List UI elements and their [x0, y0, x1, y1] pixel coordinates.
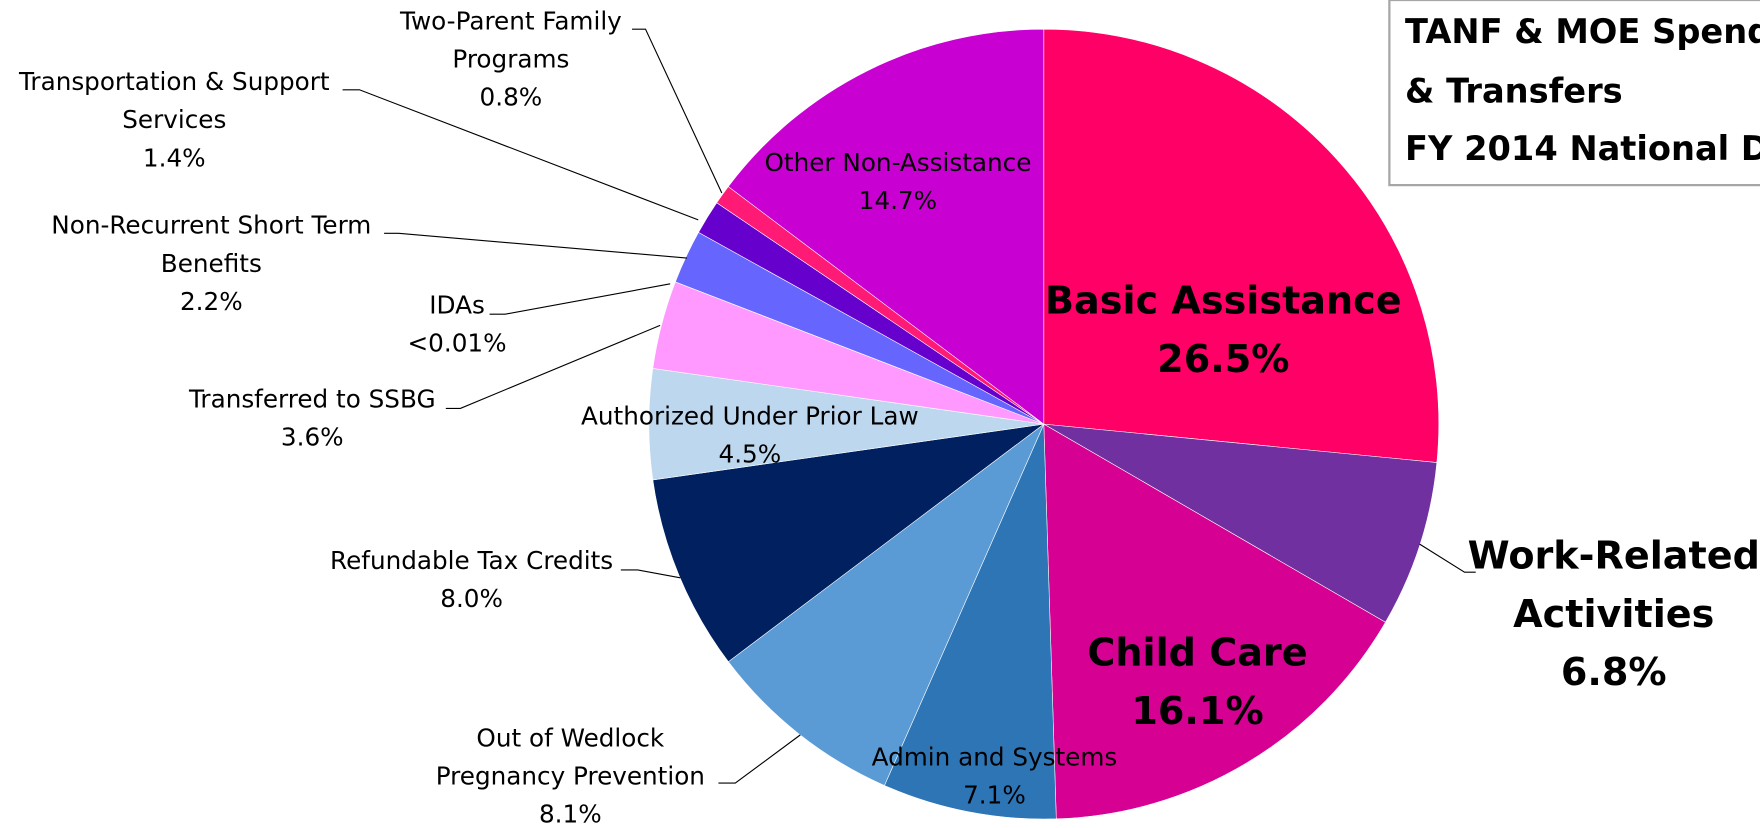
value-label: 14.7% [859, 186, 937, 215]
value-label: <0.01% [407, 328, 506, 357]
pie-slice [727, 28, 1045, 425]
pie-slice [652, 423, 1044, 663]
slice-label: Admin and Systems [872, 742, 1118, 771]
leader-line [445, 324, 661, 409]
leader-line [620, 569, 681, 579]
pie-slice [1043, 28, 1439, 463]
leader-line [718, 734, 801, 784]
chart-title: FY 2014 National Data [1405, 129, 1760, 168]
leader-line [489, 283, 671, 315]
slice-label: Two-Parent Family Programs [399, 6, 622, 73]
chart-title: & Transfers [1405, 72, 1623, 111]
leader-line [342, 89, 699, 221]
label-line: Services [122, 105, 226, 134]
label-line: Two-Parent Family [399, 6, 622, 35]
slice-label: Child Care [1087, 631, 1307, 675]
slice-label: Authorized Under Prior Law [581, 401, 919, 430]
label-line: Pregnancy Prevention [436, 762, 705, 791]
value-label: 3.6% [281, 423, 344, 452]
pie-slice [884, 423, 1057, 820]
value-label: 7.1% [963, 781, 1026, 810]
value-label: 26.5% [1157, 337, 1289, 381]
slices [648, 28, 1439, 820]
slice-label: Transportation & Support Services [18, 67, 330, 134]
title-box [1388, 0, 1760, 187]
label-line: Benefits [161, 249, 262, 278]
chart-title: TANF & MOE Spending [1405, 12, 1760, 51]
value-label: 4.5% [719, 440, 782, 469]
value-label: 1.4% [143, 143, 206, 172]
slice-label: Refundable Tax Credits [330, 546, 613, 575]
slice-label: Non-Recurrent Short Term Benefits [51, 211, 371, 278]
slice-label: Out of Wedlock Pregnancy Prevention [436, 723, 705, 790]
leader-line [1419, 543, 1476, 573]
slice-label: IDAs [429, 290, 485, 319]
value-label: 16.1% [1131, 689, 1263, 733]
label-line: Activities [1513, 591, 1714, 635]
leader-line [384, 232, 688, 259]
slice-label: Other Non-Assistance [764, 148, 1031, 177]
slice-label: Basic Assistance [1045, 278, 1402, 322]
value-label: 6.8% [1561, 650, 1667, 694]
pie-slice [1043, 423, 1386, 820]
pie-slice [727, 423, 1045, 786]
label-line: Work-Related [1468, 533, 1760, 577]
label-line: Non-Recurrent Short Term [51, 211, 371, 240]
slice-label: Transferred to SSBG [188, 385, 436, 414]
slice-label: Work-Related Activities [1468, 533, 1760, 635]
label-line: Out of Wedlock [476, 723, 664, 752]
label-line: Programs [452, 45, 569, 74]
leader-line [632, 28, 723, 194]
label-line: Transportation & Support [18, 67, 330, 96]
value-label: 0.8% [480, 83, 543, 112]
value-label: 8.1% [539, 800, 602, 828]
value-label: 8.0% [440, 584, 503, 613]
value-label: 2.2% [180, 287, 243, 316]
pie-slice [1043, 423, 1438, 623]
